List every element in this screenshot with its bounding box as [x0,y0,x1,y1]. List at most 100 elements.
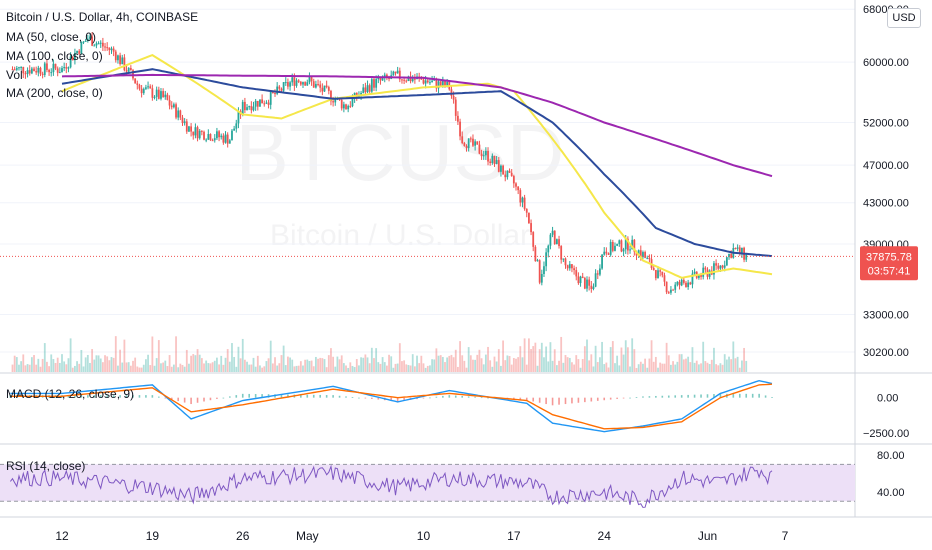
volume-bar [715,364,718,372]
volume-bar [411,354,414,372]
candle-body [689,282,692,285]
candle-body [495,160,498,164]
candle-body [78,50,81,54]
macd-histogram-bar [248,393,250,398]
candle-body [411,78,414,82]
candle-body [198,130,201,139]
volume-bar [596,362,599,372]
volume-bar [396,363,399,372]
volume-bar [700,363,702,372]
macd-histogram-bar [235,395,238,398]
volume-bar [642,363,644,372]
volume-bar [710,359,713,372]
candle-body [233,128,236,131]
volume-bar [334,366,337,372]
legend-rsi[interactable]: RSI (14, close) [6,459,86,473]
volume-bar [618,365,621,372]
macd-histogram-bar [371,397,373,399]
rsi-pane[interactable] [0,463,855,508]
price-tick-label: 52000.00 [863,117,909,129]
volume-bar [117,365,119,372]
macd-histogram-bar [435,396,438,398]
candle-body [153,96,156,98]
candle-body [147,86,149,88]
macd-histogram-bar [119,395,121,398]
volume-bar [725,359,728,372]
volume-bar [386,365,388,372]
currency-button[interactable]: USD [887,8,921,28]
volume-bar [312,366,315,372]
volume-bar [327,355,330,372]
time-axis[interactable]: 12 19 26 May 10 17 24 Jun 7 [55,529,788,543]
candle-body [89,36,91,39]
volume-bar [347,367,350,372]
candle-body [149,86,152,89]
volume-bar [26,364,29,372]
macd-histogram-bar [738,393,741,398]
volume-bar [41,358,44,372]
volume-bar [76,361,78,372]
candle-body [185,121,188,132]
volume-bar [691,347,694,372]
volume-bar [687,356,690,372]
volume-bar [732,341,735,372]
legend-volume[interactable]: Vol [6,68,23,82]
candle-body [375,79,378,88]
volume-bar [185,349,188,372]
legend-ma50[interactable]: MA (50, close, 0) [6,30,97,44]
macd-histogram-bar [655,395,657,398]
macd-histogram-bar [532,397,535,402]
volume-bar [175,336,177,372]
candle-body [293,77,296,86]
macd-histogram-bar [203,397,205,402]
moving-average-lines [0,53,855,279]
candle-body [454,99,457,116]
volume-bar [155,358,158,372]
candle-body [426,80,429,83]
volume-bar [134,357,137,372]
volume-bar [487,346,489,372]
candle-body [237,111,240,124]
volume-bar [512,358,515,372]
macd-histogram-bar [351,397,354,398]
candle-body [200,130,203,132]
volume-bar [405,364,408,372]
legend-ma200[interactable]: MA (200, close, 0) [6,86,103,100]
candle-body [172,104,175,108]
volume-bar [108,360,111,372]
candle-body [463,143,466,146]
volume-bar [719,363,722,372]
macd-histogram-bar [80,395,83,398]
price-axis[interactable]: 68000.0060000.0052000.0047000.0043000.00… [863,4,909,499]
volume-bar [674,364,677,372]
legend-macd[interactable]: MACD (12, 26, close, 9) [6,387,135,401]
volume-bar [231,343,233,372]
macd-histogram-bar [584,397,586,403]
volume-bar [220,355,223,372]
candle-body [67,67,70,69]
candle-body [33,68,35,72]
chart-title[interactable]: Bitcoin / U.S. Dollar, 4h, COINBASE [6,10,199,24]
candle-body [207,134,210,140]
price-tick-label: 47000.00 [863,160,909,172]
legend-ma100[interactable]: MA (100, close, 0) [6,49,103,63]
candle-body [691,273,694,285]
volume-bar [95,355,98,372]
macd-histogram-bar [745,393,748,398]
volume-bar [278,363,281,372]
volume-bar [358,365,360,372]
macd-histogram-bar [667,395,670,398]
volume-bar [129,365,132,372]
macd-pane[interactable] [9,379,773,433]
candle-body [123,57,126,71]
price-tick-label: 43000.00 [863,198,909,210]
volume-bar [13,355,16,372]
volume-bar [43,343,46,372]
macd-histogram-bar [719,393,722,398]
candle-body [575,270,578,277]
candle-body [351,98,354,107]
candle-body [398,70,401,80]
volume-bar [370,347,373,372]
macd-histogram-bar [222,397,225,399]
